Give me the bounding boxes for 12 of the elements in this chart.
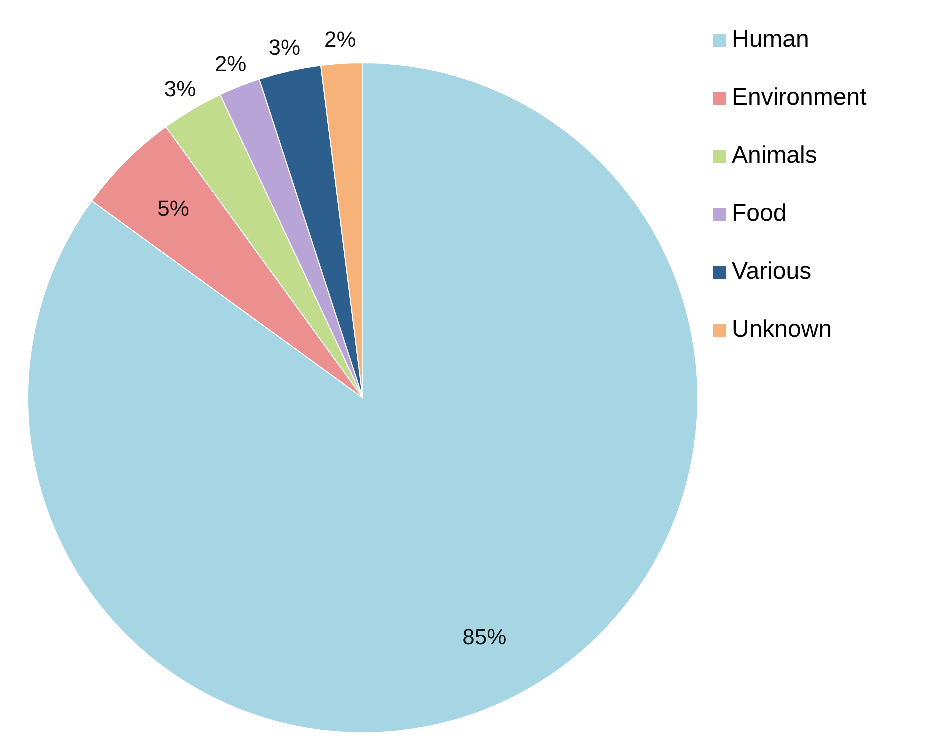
data-label: 3%	[268, 35, 301, 60]
legend-label: Environment	[732, 84, 867, 112]
legend-label: Human	[732, 26, 810, 54]
data-label: 5%	[158, 196, 190, 221]
data-label: 2%	[324, 27, 356, 52]
data-label: 2%	[214, 52, 247, 77]
data-label: 85%	[462, 624, 507, 650]
legend-label: Unknown	[732, 316, 832, 344]
legend-label: Animals	[732, 142, 818, 170]
legend-label: Food	[732, 200, 787, 228]
data-label: 3%	[164, 76, 196, 102]
legend-label: Various	[732, 258, 812, 286]
